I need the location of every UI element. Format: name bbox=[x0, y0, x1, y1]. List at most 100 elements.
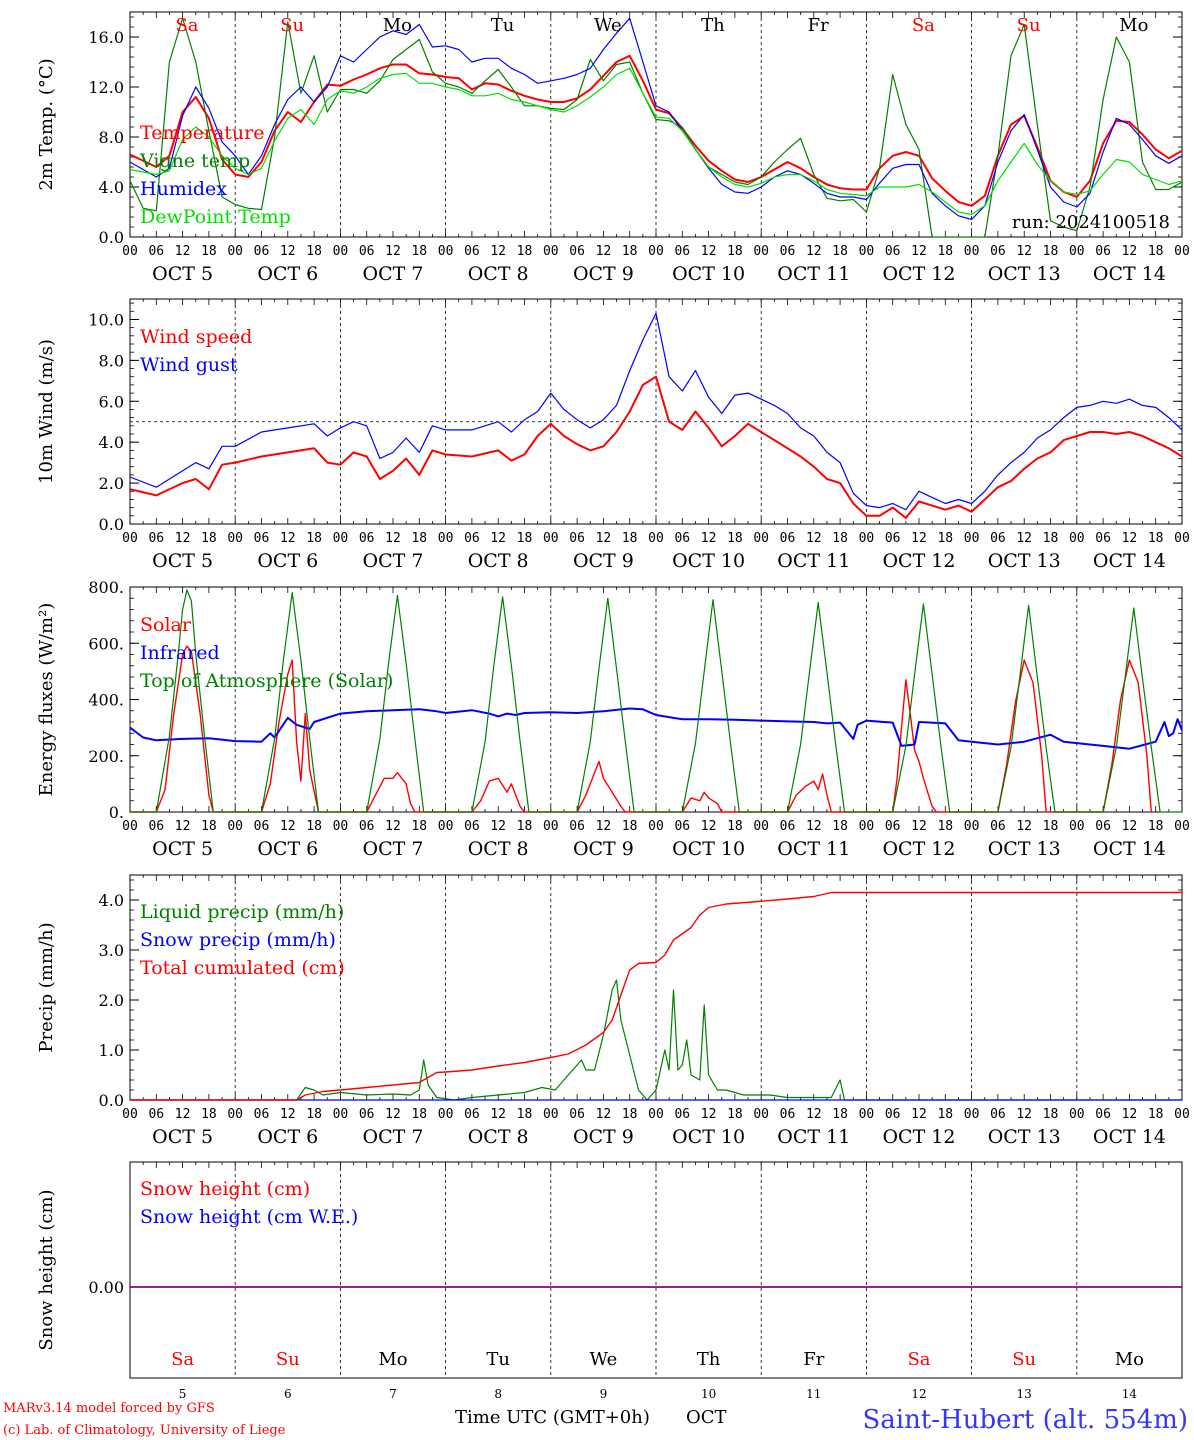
date-label: OCT 13 bbox=[988, 550, 1061, 572]
date-label: OCT 14 bbox=[1093, 550, 1166, 572]
y-tick-label: 0.0 bbox=[99, 228, 124, 247]
legend-entry: Snow precip (mm/h) bbox=[140, 929, 336, 951]
date-label: OCT 9 bbox=[573, 550, 634, 572]
hour-tick-label: 00 bbox=[438, 1107, 454, 1122]
date-label: OCT 13 bbox=[988, 263, 1061, 285]
hour-tick-label: 12 bbox=[596, 531, 612, 546]
date-label: OCT 8 bbox=[468, 838, 529, 860]
hour-tick-label: 06 bbox=[780, 244, 796, 259]
chart-precip: 0.0 1.0 2.0 3.0 4.0 Precip (mm/h) Liquid preci… bbox=[36, 874, 1190, 1148]
hour-tick-label: 06 bbox=[990, 1107, 1006, 1122]
chart-temperature: 0.0 4.0 8.0 12.0 16.0 2m Temp. (°C) Temperatur… bbox=[36, 11, 1190, 285]
hour-tick-label: 18 bbox=[937, 1107, 953, 1122]
hour-tick-label: 00 bbox=[753, 1107, 769, 1122]
hour-tick-label: 00 bbox=[122, 1107, 138, 1122]
model-credit-text: MARv3.14 model forced by GFS bbox=[3, 1401, 215, 1416]
hour-tick-label: 00 bbox=[859, 531, 875, 546]
hour-tick-label: 12 bbox=[701, 244, 717, 259]
hour-tick-label: 12 bbox=[911, 531, 927, 546]
hour-tick-label: 12 bbox=[1122, 819, 1138, 834]
time-axis-title: Time UTC (GMT+0h) bbox=[455, 1407, 650, 1428]
hour-tick-label: 00 bbox=[648, 244, 664, 259]
day-name: Th bbox=[697, 1349, 721, 1370]
y-axis-title: Snow height (cm) bbox=[36, 1189, 57, 1350]
date-label: OCT 7 bbox=[363, 838, 424, 860]
hour-tick-label: 00 bbox=[648, 531, 664, 546]
hour-tick-label: 12 bbox=[280, 819, 296, 834]
day-name: We bbox=[590, 1349, 618, 1370]
hour-tick-label: 06 bbox=[1095, 244, 1111, 259]
date-label: OCT 13 bbox=[988, 1126, 1061, 1148]
day-name: Tu bbox=[491, 15, 515, 36]
hour-tick-label: 18 bbox=[937, 819, 953, 834]
legend-entry: Vigne temp bbox=[139, 150, 250, 172]
hour-tick-label: 06 bbox=[254, 1107, 270, 1122]
hour-tick-label: 06 bbox=[674, 531, 690, 546]
hour-tick-label: 06 bbox=[990, 244, 1006, 259]
date-label: OCT 12 bbox=[882, 1126, 955, 1148]
hour-tick-label: 18 bbox=[306, 819, 322, 834]
hour-tick-label: 06 bbox=[254, 244, 270, 259]
hour-tick-label: 06 bbox=[885, 819, 901, 834]
hour-tick-label: 18 bbox=[1043, 819, 1059, 834]
day-name: We bbox=[594, 15, 622, 36]
hour-tick-label: 18 bbox=[411, 819, 427, 834]
hour-tick-label: 00 bbox=[753, 819, 769, 834]
hour-tick-label: 00 bbox=[1069, 244, 1085, 259]
hour-tick-label: 00 bbox=[227, 1107, 243, 1122]
y-axis-title: Precip (mm/h) bbox=[36, 922, 57, 1052]
hour-tick-label: 18 bbox=[411, 531, 427, 546]
hour-tick-label: 12 bbox=[385, 244, 401, 259]
hour-tick-label: 18 bbox=[1148, 531, 1164, 546]
legend-entry: Liquid precip (mm/h) bbox=[140, 901, 344, 923]
hour-tick-label: 00 bbox=[753, 531, 769, 546]
hour-tick-label: 06 bbox=[254, 531, 270, 546]
hour-tick-label: 12 bbox=[175, 819, 191, 834]
hour-tick-label: 00 bbox=[543, 1107, 559, 1122]
hour-tick-label: 12 bbox=[490, 1107, 506, 1122]
hour-tick-label: 12 bbox=[701, 1107, 717, 1122]
meteogram-panels: 0.0 4.0 8.0 12.0 16.0 2m Temp. (°C) Temperatur… bbox=[36, 11, 1190, 1401]
plot-frame bbox=[129, 586, 1183, 813]
hour-tick-label: 00 bbox=[859, 1107, 875, 1122]
date-label: OCT 6 bbox=[257, 838, 318, 860]
hour-tick-label: 06 bbox=[569, 819, 585, 834]
y-tick-label: 10.0 bbox=[88, 310, 124, 329]
hour-tick-label: 06 bbox=[569, 531, 585, 546]
hour-tick-label: 00 bbox=[227, 531, 243, 546]
lab-credit-text: (c) Lab. of Climatology, University of L… bbox=[3, 1423, 286, 1438]
hour-tick-label: 06 bbox=[780, 1107, 796, 1122]
hour-tick-label: 18 bbox=[201, 1107, 217, 1122]
hour-tick-label: 18 bbox=[517, 1107, 533, 1122]
series-top-of-atmosphere-solar- bbox=[130, 589, 1182, 813]
legend-entry: Top of Atmosphere (Solar) bbox=[140, 670, 393, 692]
hour-tick-label: 00 bbox=[333, 819, 349, 834]
hour-tick-label: 00 bbox=[1174, 244, 1190, 259]
y-tick-label: 800. bbox=[88, 578, 124, 597]
hour-tick-label: 12 bbox=[806, 1107, 822, 1122]
legend-entry: Solar bbox=[140, 614, 192, 636]
hour-tick-label: 06 bbox=[569, 244, 585, 259]
y-axis-title: Energy fluxes (W/m²) bbox=[36, 603, 57, 797]
date-label: OCT 9 bbox=[573, 838, 634, 860]
y-tick-label: 3.0 bbox=[99, 941, 124, 960]
hour-tick-label: 00 bbox=[122, 244, 138, 259]
y-tick-label: 4.0 bbox=[99, 178, 124, 197]
hour-tick-label: 12 bbox=[911, 244, 927, 259]
date-label: OCT 12 bbox=[882, 550, 955, 572]
hour-tick-label: 12 bbox=[806, 819, 822, 834]
legend-entry: Total cumulated (cm) bbox=[140, 957, 345, 979]
hour-tick-label: 18 bbox=[201, 819, 217, 834]
date-label: OCT 5 bbox=[152, 263, 213, 285]
date-label: OCT 10 bbox=[672, 838, 745, 860]
hour-tick-label: 00 bbox=[1069, 1107, 1085, 1122]
hour-tick-label: 18 bbox=[832, 244, 848, 259]
y-tick-label: 0.0 bbox=[99, 1091, 124, 1110]
legend-entry: Snow height (cm W.E.) bbox=[140, 1206, 358, 1228]
hour-tick-label: 12 bbox=[1016, 244, 1032, 259]
hour-tick-label: 00 bbox=[438, 244, 454, 259]
y-tick-label: 4.0 bbox=[99, 433, 124, 452]
legend-entry: Wind speed bbox=[140, 326, 252, 348]
y-tick-label: 2.0 bbox=[99, 991, 124, 1010]
